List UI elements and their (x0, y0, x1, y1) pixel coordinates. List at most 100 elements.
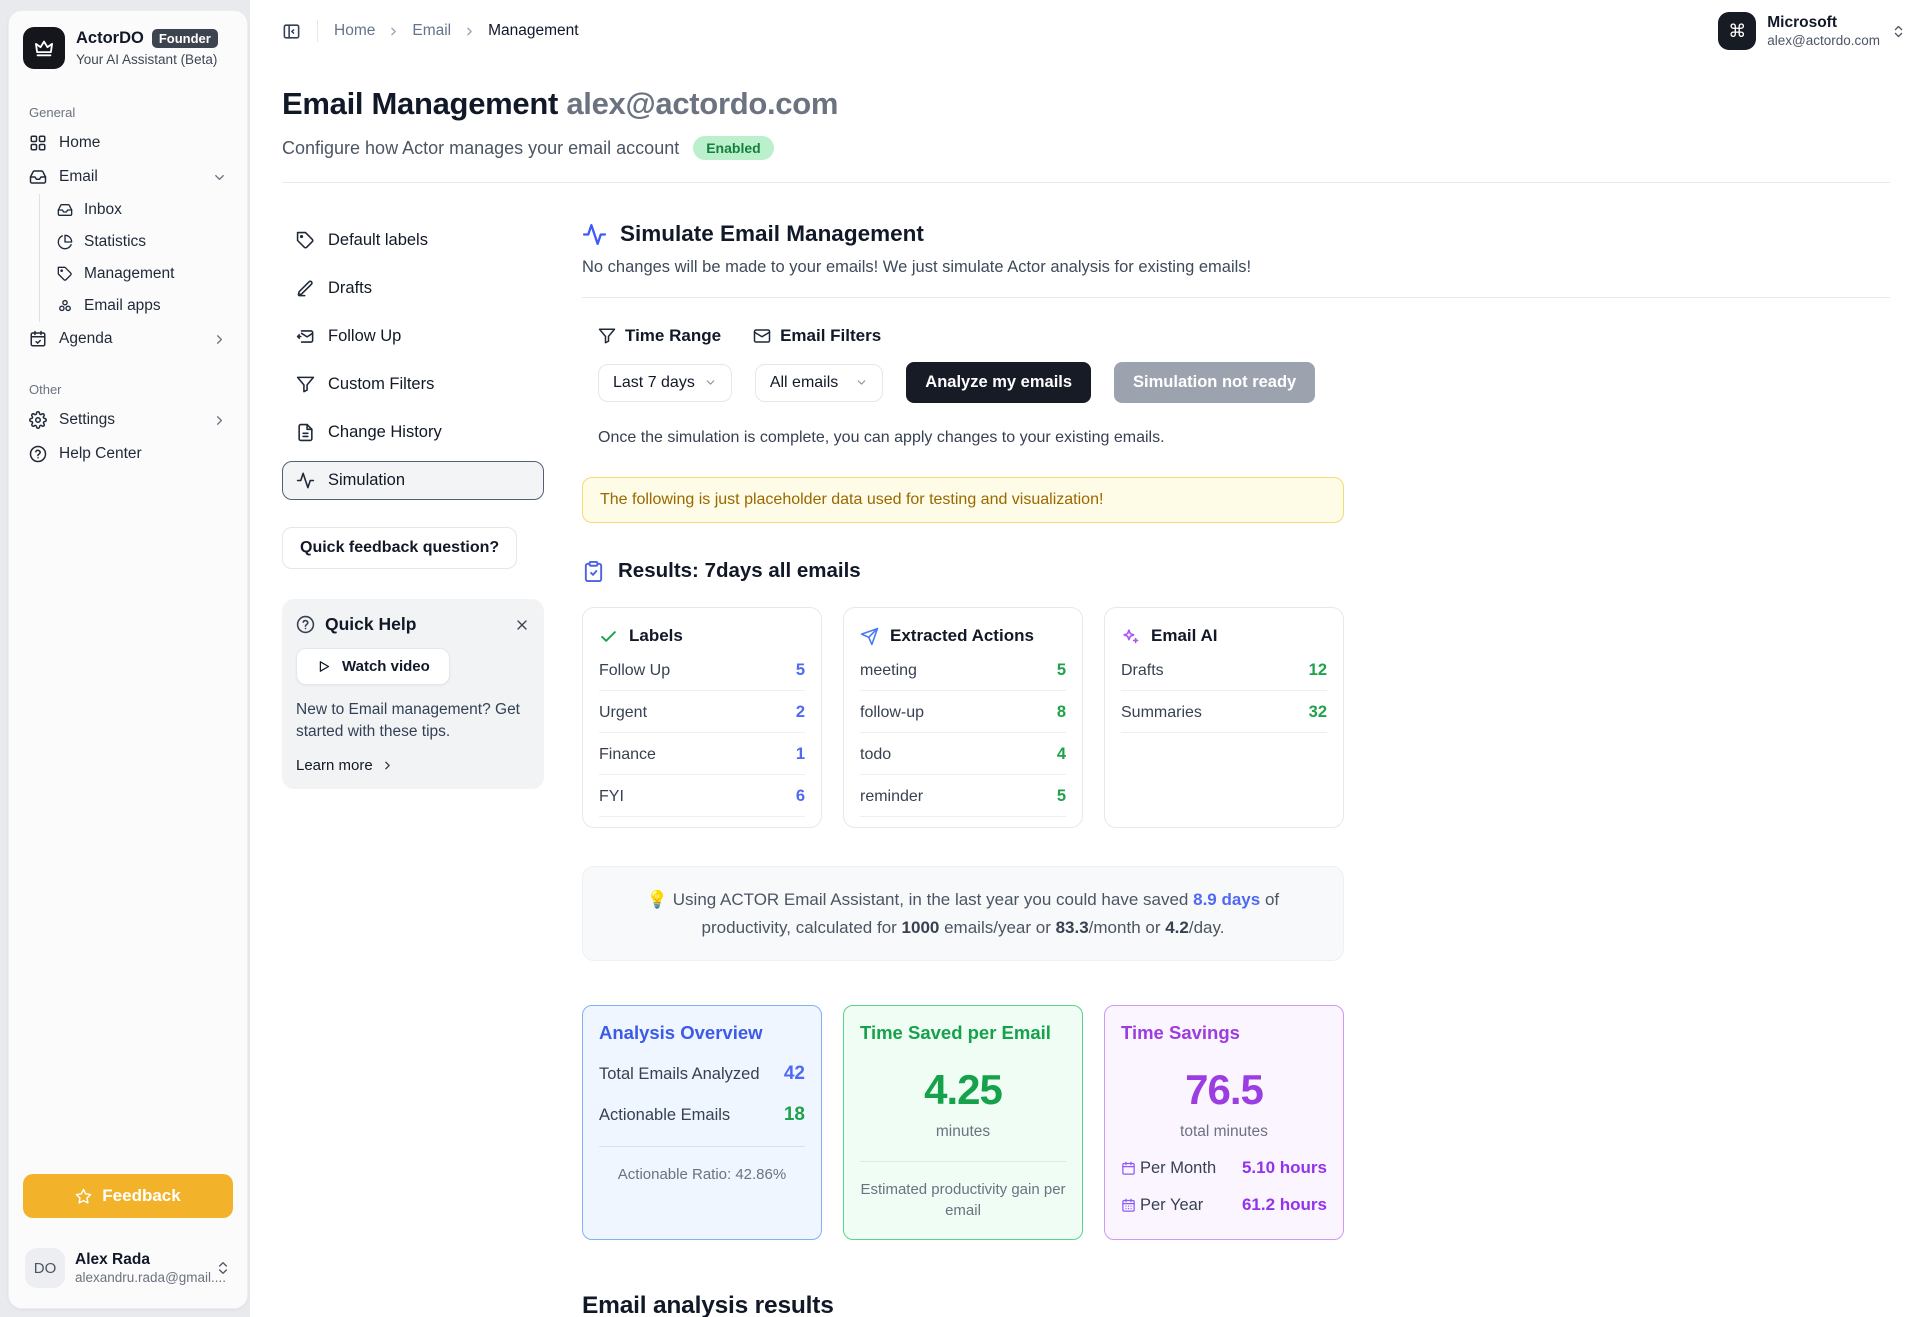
time-savings-card: Time Savings 76.5 total minutes Per Mont… (1104, 1005, 1344, 1241)
sidebar-item-help-center[interactable]: Help Center (23, 437, 233, 471)
play-icon (316, 659, 331, 674)
sidebar: ActorDO Founder Your AI Assistant (Beta)… (8, 10, 248, 1309)
breadcrumb-home[interactable]: Home (334, 22, 376, 39)
calendar-check-icon (29, 330, 47, 348)
activity-pulse-icon (296, 471, 315, 490)
simulate-title: Simulate Email Management (620, 221, 924, 246)
chevron-right-icon (381, 759, 394, 772)
menu-item-custom-filters[interactable]: Custom Filters (282, 365, 544, 404)
account-provider: Microsoft (1767, 14, 1837, 31)
chevrons-up-down-icon (215, 1260, 231, 1276)
divider (282, 182, 1890, 183)
sidebar-item-email[interactable]: Email (23, 160, 233, 194)
watch-video-button[interactable]: Watch video (296, 648, 450, 685)
quick-feedback-question-button[interactable]: Quick feedback question? (282, 527, 518, 569)
total-emails-value: 42 (783, 1063, 805, 1085)
time-range-label-group: Time Range (598, 326, 721, 346)
watch-video-label: Watch video (342, 658, 430, 675)
chevron-down-icon (855, 376, 868, 389)
command-icon: ⌘ (1718, 12, 1757, 50)
menu-item-label: Simulation (328, 471, 406, 489)
section-label-other: Other (29, 382, 62, 397)
feedback-button[interactable]: Feedback (23, 1174, 233, 1218)
calendar-icon (1121, 1161, 1136, 1176)
sidebar-item-label: Inbox (84, 201, 122, 218)
table-row: Follow Up 5 (599, 649, 805, 691)
sidebar-item-inbox[interactable]: Inbox (53, 194, 233, 226)
table-row: Finance 1 (599, 733, 805, 775)
sparkles-icon (1121, 627, 1140, 646)
avatar: DO (25, 1248, 65, 1288)
actionable-ratio: Actionable Ratio: 42.86% (617, 1166, 787, 1184)
total-minutes-value: 76.5 (1185, 1066, 1264, 1114)
sidebar-item-home[interactable]: Home (23, 126, 233, 160)
analysis-overview-card: Analysis Overview Total Emails Analyzed 4… (582, 1005, 822, 1241)
brand-block: ActorDO Founder Your AI Assistant (Beta) (23, 27, 233, 69)
learn-more-link[interactable]: Learn more (296, 757, 530, 774)
tag-icon (57, 266, 73, 282)
per-year-row: Per Year 61.2 hours (1121, 1195, 1327, 1215)
sidebar-item-label: Email (59, 168, 98, 185)
user-menu[interactable]: DO Alex Rada alexandru.rada@gmail.... (23, 1246, 233, 1296)
pencil-icon (296, 279, 315, 298)
menu-item-default-labels[interactable]: Default labels (282, 221, 544, 260)
brand-name: ActorDO (76, 29, 144, 47)
sidebar-item-label: Settings (59, 411, 116, 428)
learn-more-label: Learn more (296, 756, 373, 774)
star-icon (75, 1188, 92, 1205)
inbox-icon (29, 168, 47, 186)
quick-help-body: New to Email management? Get started wit… (296, 701, 520, 741)
apps-cluster-icon (57, 298, 73, 314)
placeholder-warning-banner: The following is just placeholder data u… (582, 477, 1344, 523)
sidebar-item-email-apps[interactable]: Email apps (53, 290, 233, 322)
menu-item-label: Change History (328, 423, 442, 441)
mail-icon (753, 327, 771, 345)
account-switcher[interactable]: ⌘ Microsoft alex@actordo.com (1718, 12, 1906, 50)
sidebar-item-label: Help Center (59, 445, 142, 462)
sidebar-item-agenda[interactable]: Agenda (23, 322, 233, 356)
time-range-label: Time Range (625, 326, 722, 345)
actordo-logo (23, 27, 65, 69)
email-filter-select[interactable]: All emails (754, 363, 884, 402)
account-email: alex@actordo.com (1767, 33, 1880, 48)
clipboard-check-icon (582, 560, 605, 583)
time-range-select[interactable]: Last 7 days (598, 363, 732, 402)
time-saved-card: Time Saved per Email 4.25 minutes Estima… (843, 1005, 1083, 1241)
sidebar-item-label: Email apps (84, 297, 161, 314)
close-icon[interactable] (514, 617, 530, 633)
analyze-emails-button[interactable]: Analyze my emails (906, 362, 1092, 403)
menu-item-change-history[interactable]: Change History (282, 413, 544, 452)
menu-item-label: Custom Filters (328, 375, 435, 393)
status-badge: Enabled (693, 136, 774, 160)
sidebar-toggle-icon[interactable] (282, 22, 301, 41)
file-text-icon (296, 423, 315, 442)
sidebar-item-statistics[interactable]: Statistics (53, 226, 233, 258)
main-content: Home Email Management ⌘ Microsoft alex@a… (250, 0, 1920, 1317)
divider (317, 20, 318, 42)
actionable-emails-value: 18 (783, 1104, 805, 1126)
send-icon (860, 627, 879, 646)
simulation-panel: Simulate Email Management No changes wil… (582, 221, 1906, 1317)
menu-item-follow-up[interactable]: Follow Up (282, 317, 544, 356)
sidebar-item-settings[interactable]: Settings (23, 403, 233, 437)
lightbulb-icon: 💡 (646, 890, 669, 909)
chevron-down-icon (212, 170, 227, 185)
menu-item-drafts[interactable]: Drafts (282, 269, 544, 308)
email-ai-title: Email AI (1151, 626, 1218, 645)
table-row: reminder 5 (860, 775, 1066, 817)
user-name: Alex Rada (75, 1251, 150, 1268)
email-filter-value: All emails (769, 373, 839, 391)
breadcrumb-current: Management (488, 22, 579, 39)
sidebar-item-management[interactable]: Management (53, 258, 233, 290)
funnel-icon (296, 375, 315, 394)
menu-item-label: Follow Up (328, 327, 402, 345)
chevron-down-icon (704, 376, 717, 389)
breadcrumb-email[interactable]: Email (412, 22, 452, 39)
divider (599, 1146, 805, 1148)
tag-icon (296, 231, 315, 250)
menu-item-simulation[interactable]: Simulation (282, 461, 544, 500)
simulation-not-ready-button: Simulation not ready (1114, 362, 1316, 403)
sidebar-item-label: Statistics (84, 233, 147, 250)
page-subtitle: Configure how Actor manages your email a… (282, 137, 680, 158)
